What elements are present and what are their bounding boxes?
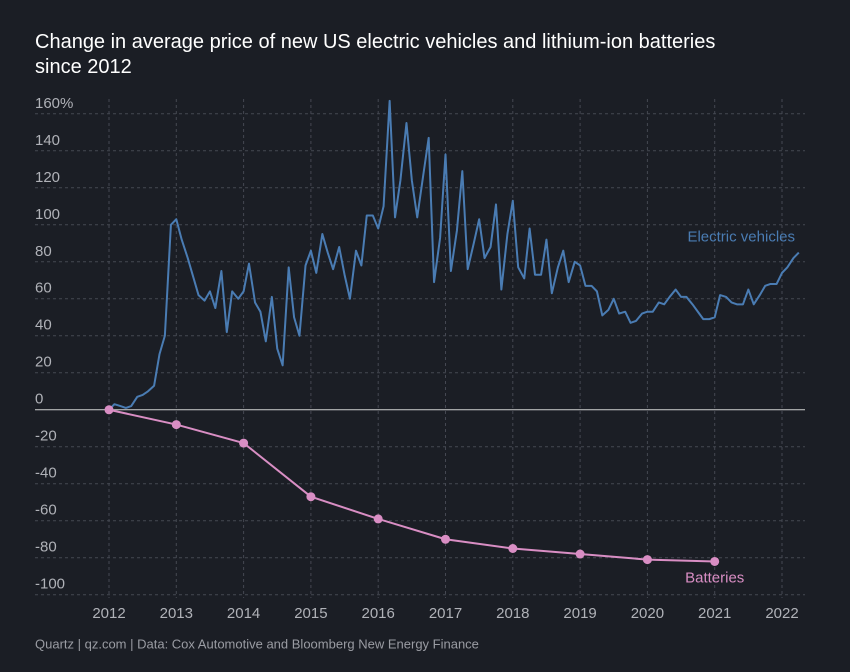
- x-tick-label: 2020: [631, 605, 664, 622]
- y-tick-label: 80: [35, 243, 52, 260]
- x-tick-label: 2021: [698, 605, 731, 622]
- series-marker: [642, 555, 652, 565]
- y-tick-label: 160%: [35, 95, 73, 112]
- series-marker: [373, 514, 383, 524]
- x-tick-label: 2016: [362, 605, 395, 622]
- series-marker: [508, 544, 518, 554]
- series-line: [108, 99, 800, 411]
- x-tick-label: 2015: [294, 605, 327, 622]
- series-marker: [575, 549, 585, 559]
- y-tick-label: -80: [35, 539, 57, 556]
- x-tick-label: 2013: [160, 605, 193, 622]
- y-tick-label: 0: [35, 391, 43, 408]
- title-box: Change in average price of new US electr…: [35, 31, 716, 78]
- y-tick-label: 40: [35, 317, 52, 334]
- source: Quartz | qz.com | Data: Cox Automotive a…: [35, 636, 479, 651]
- x-tick-label: 2014: [227, 605, 260, 622]
- x-tick-label: 2022: [765, 605, 798, 622]
- series-label: Batteries: [685, 569, 744, 586]
- series-marker: [239, 438, 249, 448]
- y-tick-label: -100: [35, 576, 65, 593]
- x-tick-label: 2017: [429, 605, 462, 622]
- series-marker: [441, 534, 450, 544]
- series-marker: [104, 405, 114, 415]
- y-tick-label: 120: [35, 169, 60, 186]
- x-tick-label: 2012: [92, 605, 125, 622]
- y-tick-label: -40: [35, 465, 57, 482]
- x-tick-label: 2018: [496, 605, 529, 622]
- series-marker: [171, 420, 181, 430]
- series-label: Electric vehicles: [687, 229, 795, 246]
- y-tick-label: 60: [35, 280, 52, 297]
- series-marker: [710, 556, 720, 566]
- y-tick-label: -20: [35, 428, 57, 445]
- y-tick-label: 100: [35, 206, 60, 223]
- series-line: [108, 408, 715, 563]
- y-tick-label: -60: [35, 502, 57, 519]
- x-tick-label: 2019: [563, 605, 596, 622]
- y-tick-label: 140: [35, 132, 60, 149]
- chart-title: Change in average price of new US electr…: [35, 31, 716, 78]
- y-tick-label: 20: [35, 354, 52, 371]
- series-marker: [306, 492, 316, 502]
